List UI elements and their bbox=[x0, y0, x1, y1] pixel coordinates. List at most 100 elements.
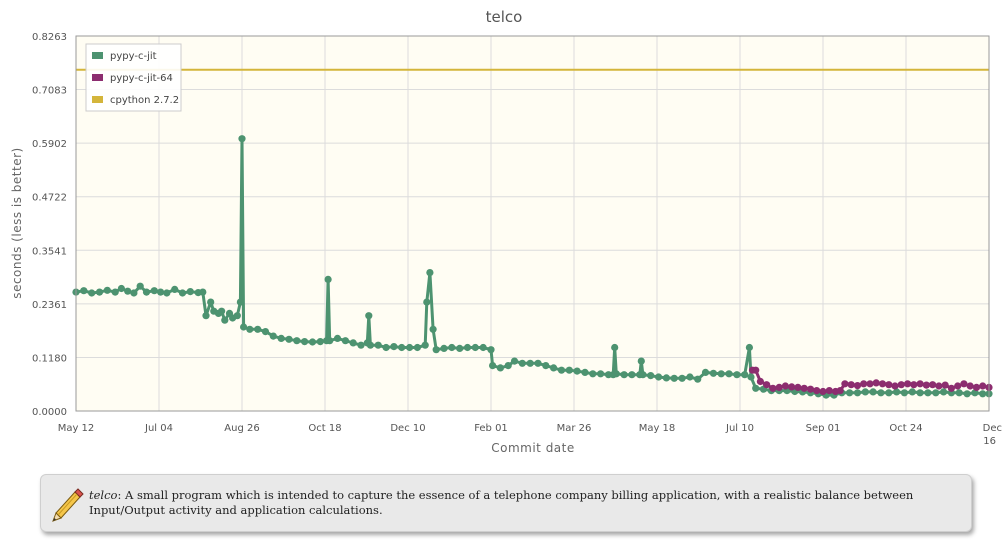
data-point bbox=[639, 371, 647, 379]
data-point bbox=[349, 339, 357, 347]
benchmark-name: telco bbox=[89, 488, 118, 502]
data-point bbox=[655, 373, 663, 381]
data-point bbox=[929, 381, 937, 389]
data-point bbox=[333, 334, 342, 342]
data-point bbox=[872, 379, 880, 387]
data-point bbox=[581, 368, 589, 376]
chart-title: telco bbox=[486, 8, 523, 26]
data-point bbox=[866, 380, 874, 388]
data-point bbox=[440, 344, 448, 352]
data-point bbox=[924, 389, 932, 397]
data-point bbox=[163, 289, 171, 297]
data-point bbox=[565, 366, 573, 374]
data-point bbox=[456, 344, 464, 352]
data-point bbox=[426, 269, 434, 277]
data-point bbox=[534, 359, 542, 367]
data-point bbox=[955, 389, 963, 397]
data-point bbox=[293, 337, 301, 345]
x-tick-label: Dec 10 bbox=[390, 423, 425, 434]
legend-label: pypy-c-jit-64 bbox=[110, 73, 173, 84]
data-point bbox=[240, 323, 248, 331]
data-point bbox=[471, 343, 479, 352]
data-point bbox=[218, 307, 226, 315]
data-point bbox=[142, 288, 151, 296]
data-point bbox=[960, 380, 968, 388]
data-point bbox=[885, 381, 893, 389]
data-point bbox=[694, 375, 702, 383]
data-point bbox=[686, 373, 694, 381]
data-point bbox=[88, 289, 96, 297]
data-point bbox=[775, 383, 783, 391]
series-lines bbox=[72, 68, 993, 399]
data-point bbox=[573, 367, 581, 375]
data-point bbox=[611, 343, 619, 352]
data-point bbox=[825, 387, 833, 395]
data-point bbox=[236, 298, 244, 306]
data-point bbox=[199, 288, 207, 296]
data-point bbox=[406, 343, 414, 352]
data-point bbox=[678, 374, 686, 382]
data-point bbox=[526, 359, 534, 367]
data-point bbox=[806, 385, 815, 393]
x-tick-label: May 12 bbox=[58, 423, 95, 434]
data-point bbox=[954, 382, 962, 390]
data-point bbox=[877, 389, 885, 397]
data-point bbox=[752, 384, 760, 392]
data-point bbox=[111, 288, 119, 296]
data-point bbox=[80, 287, 88, 295]
chart: telco 0.0000 0.1180 0.2361 0.3541 0.4722 0.59… bbox=[10, 8, 1002, 455]
data-point bbox=[922, 381, 931, 389]
data-point bbox=[717, 370, 725, 378]
data-point bbox=[550, 364, 558, 372]
data-point bbox=[390, 343, 398, 351]
data-point bbox=[341, 337, 349, 345]
data-point bbox=[893, 388, 901, 396]
data-point bbox=[612, 370, 620, 378]
series-pypy-c-jit-64 bbox=[748, 366, 993, 396]
data-point bbox=[171, 285, 179, 293]
x-tick-label: Mar 26 bbox=[557, 423, 592, 434]
y-axis-ticks: 0.0000 0.1180 0.2361 0.3541 0.4722 0.5902 0.70… bbox=[32, 32, 67, 418]
x-tick-label: Aug 26 bbox=[224, 423, 259, 434]
y-tick-label: 0.0000 bbox=[32, 407, 67, 418]
data-point bbox=[557, 366, 566, 374]
benchmark-description: telco: A small program which is intended… bbox=[40, 474, 972, 532]
y-axis-label: seconds (less is better) bbox=[10, 147, 24, 298]
data-point bbox=[130, 289, 138, 297]
data-point bbox=[897, 381, 905, 389]
data-point bbox=[136, 282, 144, 290]
data-point bbox=[853, 382, 862, 390]
x-tick-label: Sep 01 bbox=[806, 423, 841, 434]
data-point bbox=[233, 312, 241, 320]
data-point bbox=[846, 389, 854, 397]
data-point bbox=[966, 382, 974, 390]
data-point bbox=[819, 387, 827, 396]
data-point bbox=[940, 388, 948, 396]
data-point bbox=[935, 382, 943, 390]
data-point bbox=[860, 380, 868, 388]
data-point bbox=[124, 287, 132, 295]
data-point bbox=[589, 370, 597, 378]
data-point bbox=[324, 275, 332, 283]
data-point bbox=[741, 371, 749, 379]
data-point bbox=[186, 288, 194, 296]
y-tick-label: 0.2361 bbox=[32, 300, 67, 311]
data-point bbox=[510, 357, 519, 365]
data-point bbox=[246, 325, 254, 333]
data-point bbox=[900, 389, 909, 397]
legend: pypy-c-jit pypy-c-jit-64 cpython 2.7.2 bbox=[85, 43, 182, 112]
data-point bbox=[448, 343, 456, 352]
legend-label: pypy-c-jit bbox=[110, 51, 157, 62]
data-point bbox=[788, 383, 796, 391]
description-text: telco: A small program which is intended… bbox=[89, 488, 959, 518]
data-point bbox=[150, 287, 158, 295]
data-point bbox=[157, 288, 165, 296]
data-point bbox=[869, 388, 877, 396]
plot-area bbox=[76, 36, 989, 411]
y-tick-label: 0.4722 bbox=[32, 193, 67, 204]
data-point bbox=[947, 384, 956, 392]
data-point bbox=[725, 370, 733, 378]
data-point bbox=[308, 338, 317, 346]
data-point bbox=[709, 369, 718, 377]
data-point bbox=[971, 389, 979, 397]
